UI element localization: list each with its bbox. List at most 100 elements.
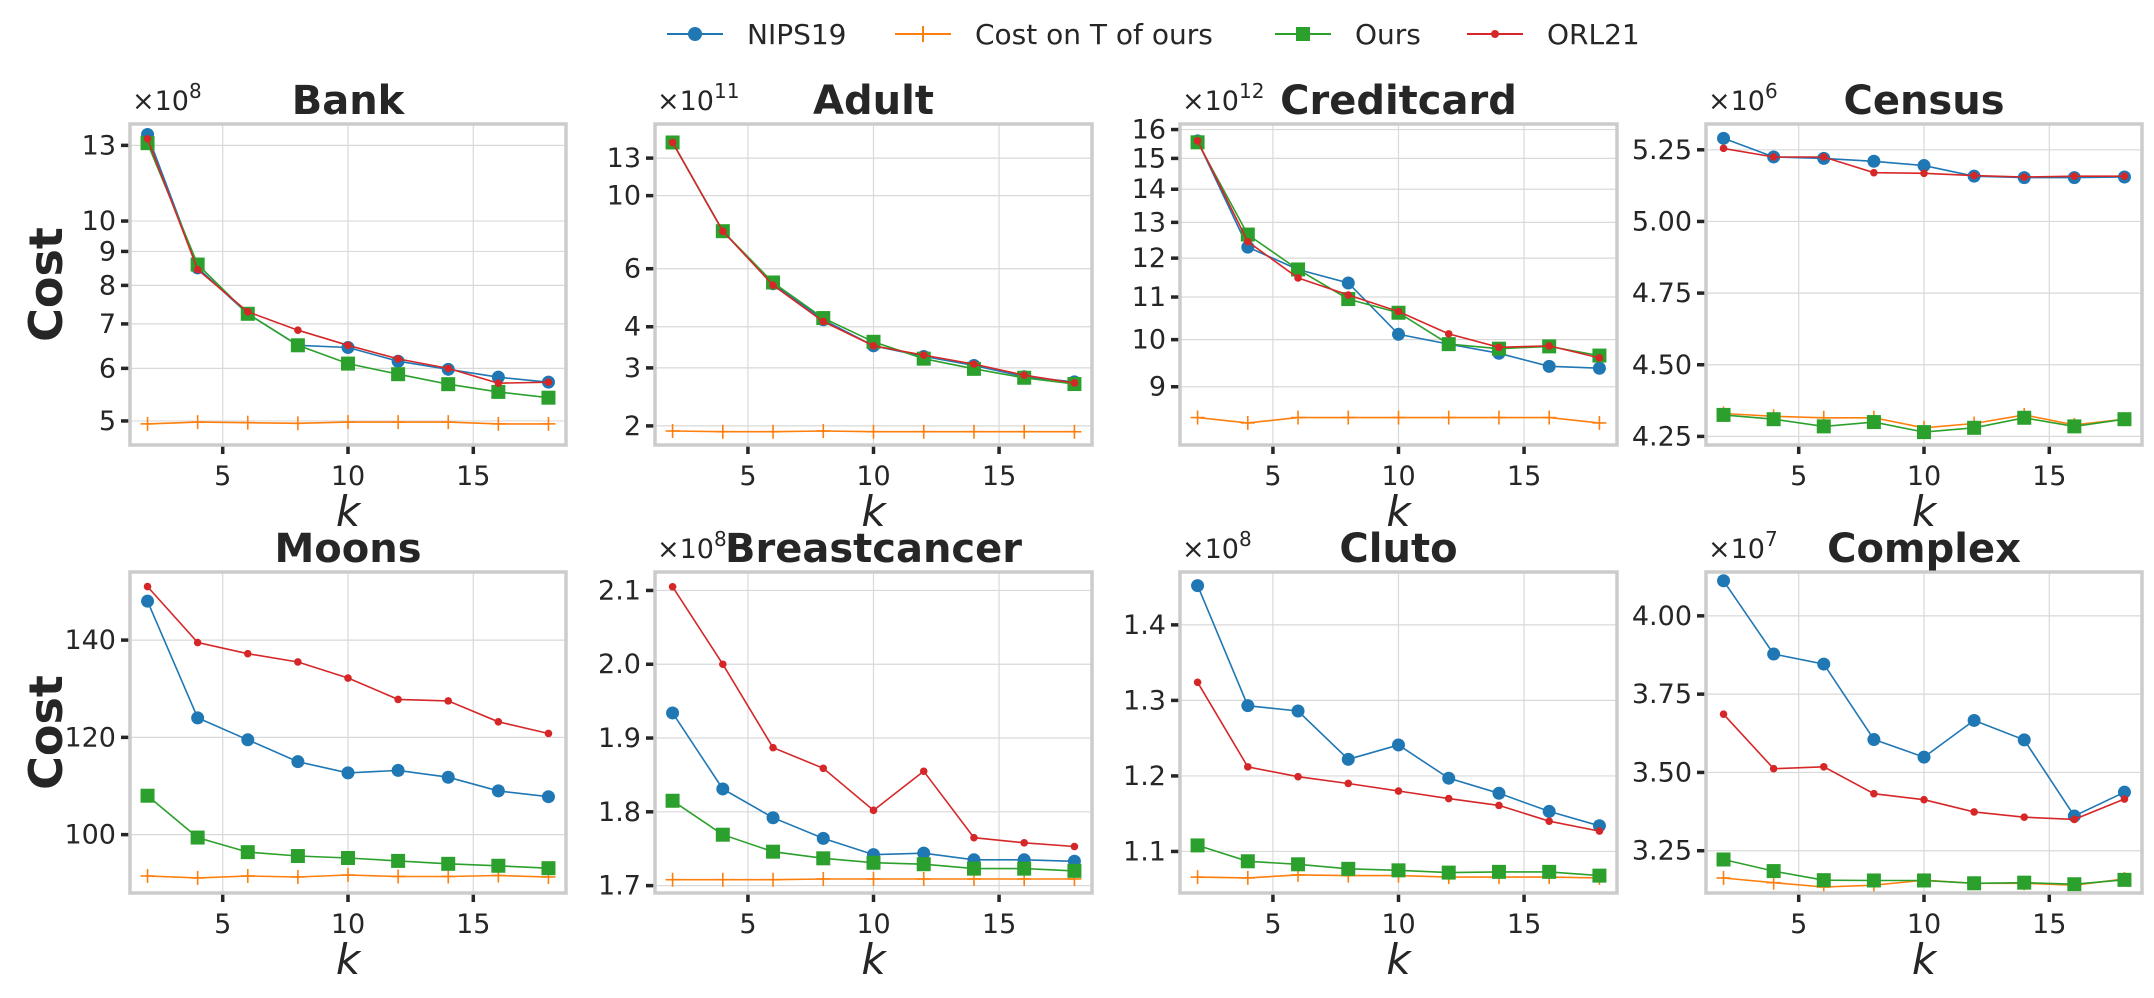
data-point-orl21 <box>243 649 252 658</box>
x-tick-label: 15 <box>456 909 490 940</box>
data-point-ours <box>966 861 981 876</box>
subplot-frame <box>1178 570 1619 895</box>
data-point-orl21 <box>394 355 402 363</box>
data-point-orl21 <box>1193 137 1202 145</box>
data-point-orl21 <box>544 729 553 738</box>
data-point-nips19 <box>191 711 205 725</box>
subplot-frame <box>1178 122 1619 447</box>
data-point-orl21 <box>2020 813 2029 822</box>
data-point-nips19 <box>766 811 780 825</box>
data-point-ours <box>541 861 556 876</box>
x-tick-label: 5 <box>739 909 756 940</box>
data-point-ours <box>2067 419 2082 434</box>
y-tick-label: 3.25 <box>1632 836 1692 867</box>
y-tick-label: 3 <box>624 353 641 384</box>
y-tick-label: 4 <box>624 312 641 343</box>
axis-multiplier: ×1011 <box>657 79 739 117</box>
data-point-nips19 <box>1392 738 1405 752</box>
data-point-orl21 <box>1769 153 1778 161</box>
x-axis-label: k <box>861 487 887 536</box>
axis-multiplier: ×108 <box>1182 527 1252 565</box>
y-tick-label: 5.00 <box>1632 206 1692 237</box>
data-point-nips19 <box>341 766 355 780</box>
data-point-orl21 <box>1344 779 1353 788</box>
data-point-ours <box>1341 861 1356 876</box>
y-tick-label: 120 <box>64 722 116 753</box>
legend-label-nips19: NIPS19 <box>747 18 847 51</box>
data-point-orl21 <box>1244 237 1252 246</box>
subplot-frame <box>128 570 568 895</box>
x-axis-label: k <box>1386 935 1412 984</box>
data-point-orl21 <box>1344 291 1353 299</box>
data-point-ours <box>240 845 255 860</box>
data-point-nips19 <box>391 763 405 777</box>
data-point-orl21 <box>1819 153 1828 161</box>
data-point-orl21 <box>819 317 828 326</box>
subplot-title: Moons <box>274 526 421 572</box>
y-axis-label: Cost <box>19 227 73 342</box>
data-point-nips19 <box>816 831 830 845</box>
data-point-ours <box>290 338 305 353</box>
x-axis-label: k <box>336 935 362 984</box>
data-point-orl21 <box>344 341 352 350</box>
y-tick-label: 6 <box>624 254 641 285</box>
y-tick-label: 2.1 <box>598 575 641 606</box>
data-point-ours <box>1766 864 1781 879</box>
data-point-nips19 <box>1817 657 1831 671</box>
data-point-orl21 <box>193 265 202 274</box>
x-tick-label: 15 <box>2032 909 2066 940</box>
data-point-ours <box>715 827 730 842</box>
data-point-nips19 <box>1241 699 1255 713</box>
y-tick-label: 9 <box>1149 372 1166 403</box>
x-tick-label: 5 <box>1264 909 1281 940</box>
subplot-title: Breastcancer <box>725 526 1022 572</box>
y-tick-label: 13 <box>82 130 116 161</box>
data-point-orl21 <box>970 833 978 842</box>
subplot-moons: 5 10 15 100 120 140 Moons k Cost <box>19 526 568 984</box>
x-axis-label: k <box>861 935 887 984</box>
data-point-orl21 <box>970 360 978 368</box>
data-point-nips19 <box>491 784 505 798</box>
y-tick-label: 10 <box>82 206 116 237</box>
data-point-orl21 <box>1920 169 1928 178</box>
data-point-orl21 <box>1970 808 1978 816</box>
subplot-adult: 5 10 15 2 3 4 6 10 13 Adult ×1011 k <box>607 78 1094 536</box>
legend-marker-ours <box>1275 27 1331 41</box>
data-point-orl21 <box>1970 171 1978 180</box>
axis-multiplier: ×1012 <box>1182 79 1264 117</box>
subplot-title: Complex <box>1827 526 2021 572</box>
data-point-nips19 <box>141 594 155 608</box>
data-point-nips19 <box>716 782 730 796</box>
data-point-orl21 <box>1719 710 1728 718</box>
data-point-ours <box>1240 854 1255 869</box>
x-tick-label: 10 <box>1381 909 1415 940</box>
legend-marker-orl21 <box>1467 30 1523 38</box>
x-axis-label: k <box>1912 935 1938 984</box>
data-point-orl21 <box>544 378 553 386</box>
x-tick-label: 10 <box>331 909 365 940</box>
data-point-ours <box>2017 875 2032 890</box>
data-point-ours <box>1766 412 1781 427</box>
data-point-nips19 <box>1492 786 1506 800</box>
x-tick-label: 5 <box>1790 909 1807 940</box>
data-point-orl21 <box>719 660 727 669</box>
y-tick-label: 1.9 <box>598 723 641 754</box>
data-point-orl21 <box>919 351 928 359</box>
data-point-orl21 <box>869 806 878 815</box>
data-point-orl21 <box>668 138 677 147</box>
data-point-orl21 <box>444 364 453 373</box>
data-point-nips19 <box>1717 574 1731 588</box>
x-tick-label: 15 <box>2032 461 2066 492</box>
data-point-ours <box>1240 227 1255 242</box>
data-point-nips19 <box>1542 359 1556 373</box>
x-tick-label: 5 <box>1264 461 1281 492</box>
legend-marker-cost-on-t <box>895 26 951 42</box>
data-point-ours <box>1291 857 1306 872</box>
data-point-ours <box>341 850 355 865</box>
data-point-ours <box>1067 863 1082 878</box>
y-tick-label: 100 <box>64 820 116 851</box>
data-point-orl21 <box>1444 794 1453 803</box>
data-point-ours <box>916 857 931 872</box>
